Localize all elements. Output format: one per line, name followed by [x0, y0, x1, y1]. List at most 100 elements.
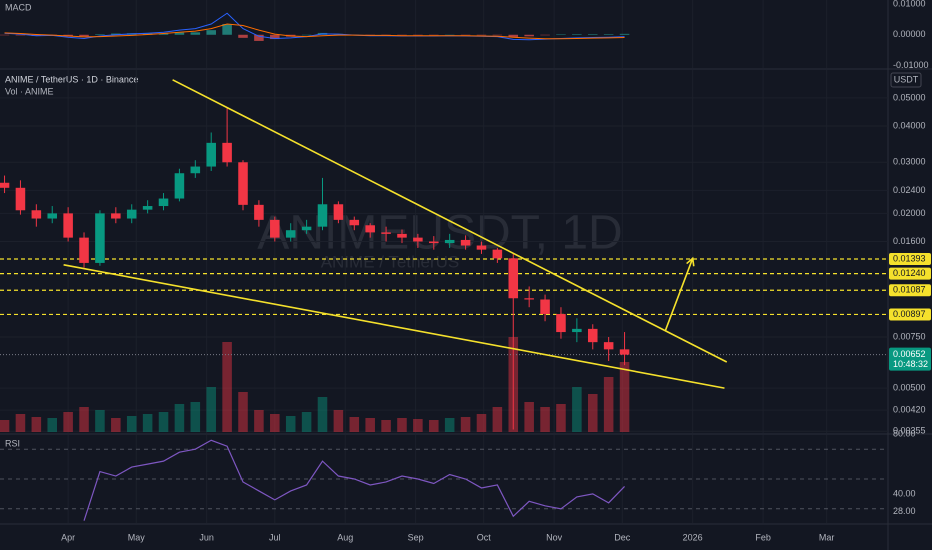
volume-bar [460, 417, 471, 432]
macd-histogram-bar [397, 34, 407, 36]
volume-bar [270, 414, 280, 432]
x-tick-label: Aug [337, 532, 353, 542]
volume-bar [190, 402, 201, 432]
volume-bar [0, 420, 10, 432]
candle-body [206, 142, 216, 167]
candle-body [47, 213, 58, 219]
x-tick-label: Oct [477, 532, 492, 542]
macd-histogram-bar [429, 34, 439, 36]
trendline [172, 79, 728, 363]
candle-body [63, 213, 73, 238]
volume-bar [31, 417, 42, 432]
volume-bar [206, 387, 216, 432]
macd-histogram-bar [301, 34, 312, 36]
macd-histogram-bar [95, 34, 105, 35]
currency-label[interactable]: USDT [894, 74, 919, 84]
macd-histogram-bar [111, 33, 121, 35]
volume-bar [285, 416, 296, 432]
level-badge [889, 267, 931, 280]
y-tick-label: 0.05000 [893, 92, 926, 102]
candle-body [540, 299, 550, 315]
volume-bar [349, 417, 360, 432]
arrow [664, 256, 695, 331]
candle-body [413, 237, 423, 242]
level-label: 0.01087 [893, 285, 926, 295]
level-label: 0.01240 [893, 268, 926, 278]
volume-bar [79, 407, 89, 432]
y-tick-label: 80.00 [893, 429, 916, 439]
volume-bar [95, 410, 105, 432]
macd-histogram-bar [492, 34, 503, 36]
y-tick-label: 0.00500 [893, 382, 926, 392]
candle-body [365, 225, 375, 233]
y-tick-label: 0.04000 [893, 120, 926, 130]
candle-body [31, 210, 42, 219]
candle-body [222, 142, 232, 163]
volume-bar [492, 407, 503, 432]
volume-bar [476, 414, 487, 432]
candle-body [603, 342, 614, 350]
volume-bar [397, 418, 407, 432]
candle-body [79, 237, 89, 263]
y-tick-label: 0.03000 [893, 157, 926, 167]
level-badge [889, 308, 931, 321]
level-badge [889, 284, 931, 297]
last-price-label: 0.00652 [893, 349, 926, 359]
volume-bar [587, 394, 598, 432]
x-tick-label: Sep [408, 532, 424, 542]
volume-bar [603, 377, 614, 432]
volume-bar [333, 410, 344, 432]
macd-histogram-bar [524, 34, 534, 37]
volume-bar [524, 402, 534, 432]
candle-body [508, 258, 519, 299]
volume-bar [142, 414, 153, 432]
x-tick-label: Apr [61, 532, 75, 542]
y-tick-label: 40.00 [893, 488, 916, 498]
volume-bar [15, 414, 26, 432]
candle-body [270, 219, 280, 238]
macd-histogram-bar [270, 34, 280, 40]
candle-body [492, 249, 503, 259]
rsi-line [83, 439, 625, 521]
volume-bar [63, 412, 73, 432]
candle-body [15, 187, 26, 211]
candle-body [254, 204, 264, 220]
macd-histogram-bar [15, 34, 26, 36]
volume-bar [238, 392, 248, 432]
y-tick-label: 0.01600 [893, 236, 926, 246]
y-tick-label: 0.02000 [893, 208, 926, 218]
candle-body [158, 198, 169, 207]
candle-body [285, 230, 296, 238]
volume-bar [413, 419, 423, 432]
volume-bar [126, 416, 137, 432]
signal-line [4, 23, 625, 40]
candle-body [476, 245, 487, 250]
level-label: 0.01393 [893, 253, 926, 263]
currency-badge[interactable] [890, 72, 922, 88]
y-tick-label: -0.01000 [893, 60, 929, 70]
candle-body [429, 241, 439, 244]
macd-histogram-bar [556, 34, 566, 35]
countdown-label: 10:48:32 [893, 359, 928, 369]
volume-bar [365, 418, 375, 432]
macd-histogram-bar [619, 33, 630, 35]
macd-histogram-bar [206, 30, 216, 35]
volume-bar [572, 387, 582, 432]
volume-title: Vol · ANIME [5, 86, 54, 96]
candle-body [572, 328, 582, 333]
x-tick-label: Dec [614, 532, 631, 542]
macd-histogram-bar [63, 34, 73, 36]
x-tick-label: Jul [269, 532, 281, 542]
y-tick-label: 0.01000 [893, 0, 926, 8]
volume-bar [174, 404, 185, 432]
macd-histogram-bar [238, 34, 248, 38]
macd-histogram-bar [79, 34, 89, 37]
volume-bar [222, 342, 232, 432]
candle-body [301, 226, 312, 231]
volume-bar [381, 420, 391, 432]
candle-body [0, 182, 10, 188]
y-tick-label: 0.00420 [893, 404, 926, 414]
candle-body [397, 233, 407, 238]
